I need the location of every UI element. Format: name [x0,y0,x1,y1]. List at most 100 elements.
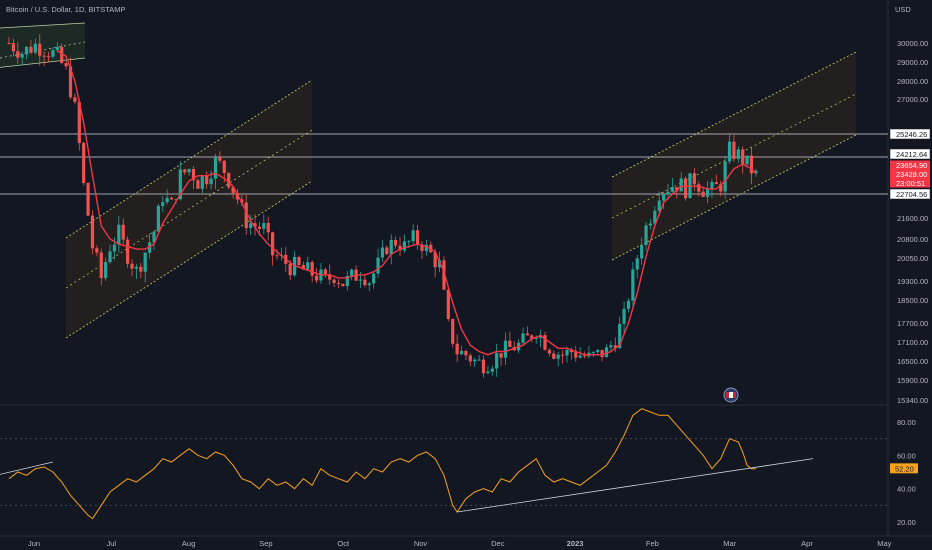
candle-body [68,66,73,98]
candle-body [222,160,226,173]
candle [613,337,617,353]
candle [231,186,235,199]
candle [719,180,723,197]
candle-body [521,333,525,343]
candle-body [112,244,117,252]
candle-body [73,97,77,102]
candle [648,218,653,230]
candle [749,147,754,185]
candle [495,343,499,377]
candle-body [380,247,385,258]
candle-body [705,188,710,197]
candle-body [213,157,218,179]
candle [622,301,626,334]
candle [565,346,569,363]
time-axis[interactable]: Jun Jul Aug Sep Oct Nov Dec 2023 Feb Mar Apr May [28,539,892,548]
candle [640,237,644,265]
candle [336,279,341,289]
candle-body [666,191,670,195]
candle-body [42,55,46,57]
candle-body [631,269,635,301]
candle [82,141,86,186]
candle [200,174,204,194]
candle-body [547,349,551,354]
candle-body [104,262,108,279]
candle [169,196,174,200]
candle-body [574,352,578,358]
symbol-title: Bitcoin / U.S. Dollar, 1D, BITSTAMP [6,5,125,14]
candle [385,245,389,256]
candle-body [481,359,486,374]
price-tick-label: 20800.00 [897,235,928,244]
candle-body [508,340,512,348]
candle [402,234,407,253]
candle [481,355,486,378]
flag-icon[interactable] [723,387,739,403]
price-label-text: 23:00:51 [896,179,925,188]
candle [205,170,209,189]
price-tick-label: 30000.00 [897,39,928,48]
price-label-text: 25246.26 [896,130,927,139]
candle [121,218,125,245]
candle-body [591,352,595,354]
candle-body [407,241,411,243]
candle [345,271,349,291]
candle [670,177,675,193]
candle [525,326,530,336]
candle [473,357,477,367]
time-tick-label: Mar [723,539,736,548]
price-axis[interactable]: 30000.00 29000.00 28000.00 27000.00 21600.00… [889,39,931,527]
price-tick-label: 21600.00 [897,214,928,223]
candle [644,221,648,252]
candle-body [415,230,420,245]
candle-body [714,182,718,185]
candle-body [134,266,139,269]
candle [134,263,139,280]
channel-2-upper [65,79,313,239]
price-label-text: 23654.90 [896,161,927,170]
candle-body [130,263,134,269]
candle-body [121,224,125,240]
candle [415,224,420,250]
candle-body [183,169,187,173]
candle-body [332,279,336,283]
candle-body [147,242,152,253]
candle-body [16,51,20,58]
candle-body [7,43,11,44]
candle [372,271,376,289]
candle [552,350,556,360]
candle [95,245,99,257]
candle-body [398,245,402,251]
candle [130,259,134,277]
candle-body [723,161,727,192]
candle-body [455,343,459,355]
price-label: 23:00:51 [890,178,930,188]
time-tick-label: Aug [182,539,195,548]
candle-body [55,46,59,51]
candle [503,332,508,365]
candle-body [363,279,367,286]
candle-body [749,155,754,174]
candle-body [244,202,248,229]
candle [99,248,103,286]
candle [77,98,81,151]
candle-body [732,141,736,160]
rsi-trendline-2 [0,461,54,475]
channel-3-upper [611,51,857,178]
price-label-box [890,169,930,179]
price-tick-label: 15900.00 [897,376,928,385]
candle-body [372,273,376,284]
candle [227,172,231,190]
candle-body [565,349,569,356]
candle-body [376,257,380,274]
candle-body [433,252,437,268]
candle-body [161,202,165,206]
candle-body [271,232,275,256]
candle-body [459,350,464,355]
candle-body [350,269,354,276]
candle-body [727,141,732,162]
candle-body [424,244,428,251]
candle-body [569,349,573,353]
price-label: 22704.56 [889,188,931,200]
